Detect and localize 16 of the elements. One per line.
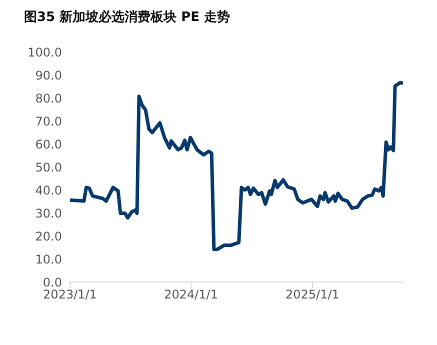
- y-tick-label: 30.0: [35, 206, 62, 220]
- y-tick-label: 60.0: [35, 137, 62, 152]
- x-tick-label: 2023/1/1: [43, 288, 97, 302]
- y-tick-label: 70.0: [35, 114, 62, 128]
- y-tick-label: 40.0: [35, 183, 62, 198]
- chart-title: 图35 新加坡必选消费板块 PE 走势: [24, 8, 230, 26]
- y-tick-label: 20.0: [35, 229, 62, 244]
- y-tick-label: 90.0: [35, 68, 62, 82]
- x-tick-label: 2024/1/1: [164, 288, 218, 302]
- y-tick-label: 100.0: [28, 45, 62, 60]
- y-tick-label: 10.0: [35, 252, 62, 266]
- y-tick-label: 50.0: [35, 160, 62, 174]
- y-tick-label: 80.0: [35, 91, 62, 106]
- y-tick-label: 0.0: [42, 275, 62, 290]
- line-series: [70, 80, 403, 252]
- x-tick-label: 2025/1/1: [286, 288, 340, 302]
